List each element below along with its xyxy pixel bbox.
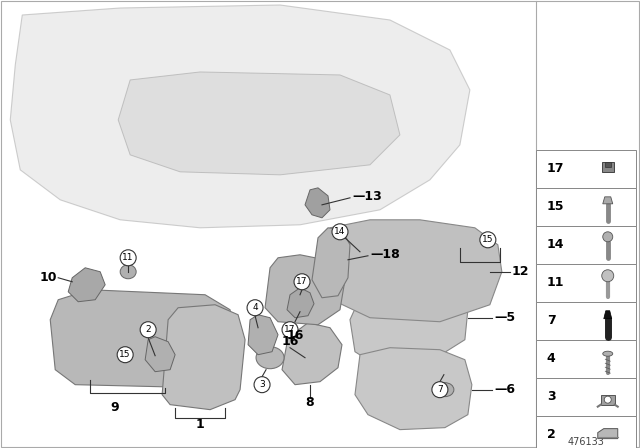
Polygon shape [305, 188, 330, 218]
Text: 3: 3 [547, 390, 556, 403]
Text: 2: 2 [145, 325, 151, 334]
Text: 17: 17 [296, 277, 308, 286]
Polygon shape [287, 288, 314, 318]
Ellipse shape [603, 351, 612, 356]
Bar [536, 378, 636, 416]
Bar [601, 395, 615, 405]
Text: 9: 9 [111, 401, 120, 414]
Text: 3: 3 [259, 380, 265, 389]
Polygon shape [248, 315, 278, 355]
Text: 14: 14 [547, 238, 564, 251]
Polygon shape [598, 429, 618, 439]
Polygon shape [282, 323, 342, 385]
Bar [536, 226, 636, 264]
Bar [605, 162, 611, 167]
Text: 476133: 476133 [567, 437, 604, 447]
Text: —13: —13 [352, 190, 381, 203]
Ellipse shape [120, 265, 136, 279]
Text: 15: 15 [120, 350, 131, 359]
Bar [536, 340, 636, 378]
Text: 16: 16 [286, 329, 304, 342]
Circle shape [247, 300, 263, 316]
Polygon shape [145, 337, 175, 372]
Text: 8: 8 [306, 396, 314, 409]
Circle shape [282, 322, 298, 338]
Text: —18: —18 [370, 248, 400, 261]
Bar [536, 416, 636, 448]
Text: 7: 7 [547, 314, 556, 327]
Bar [536, 188, 636, 226]
Bar [536, 150, 636, 188]
Circle shape [117, 347, 133, 363]
Text: 15: 15 [547, 200, 564, 213]
Polygon shape [312, 228, 350, 298]
Text: 12: 12 [512, 265, 529, 278]
Bar [536, 264, 636, 302]
Polygon shape [603, 197, 612, 204]
Circle shape [480, 232, 496, 248]
Text: 4: 4 [547, 352, 556, 365]
Bar [602, 162, 614, 172]
Ellipse shape [256, 347, 284, 369]
Circle shape [432, 382, 448, 398]
Text: 15: 15 [482, 235, 493, 244]
Circle shape [602, 270, 614, 282]
Text: 4: 4 [252, 303, 258, 312]
Circle shape [604, 396, 611, 403]
Polygon shape [604, 311, 612, 319]
Polygon shape [10, 5, 470, 228]
Polygon shape [118, 72, 400, 175]
Circle shape [332, 224, 348, 240]
Text: 11: 11 [122, 253, 134, 262]
Polygon shape [68, 268, 105, 302]
Polygon shape [325, 220, 502, 322]
Text: —5: —5 [495, 311, 516, 324]
Text: 2: 2 [547, 428, 556, 441]
Circle shape [120, 250, 136, 266]
Polygon shape [50, 290, 235, 388]
Text: 16: 16 [282, 335, 299, 348]
Text: —6: —6 [495, 383, 516, 396]
Circle shape [254, 377, 270, 392]
Circle shape [603, 232, 612, 242]
Bar [536, 302, 636, 340]
Ellipse shape [436, 383, 454, 396]
Text: 1: 1 [196, 418, 204, 431]
Text: 10: 10 [40, 271, 57, 284]
Circle shape [140, 322, 156, 338]
Text: 7: 7 [437, 385, 443, 394]
Polygon shape [350, 285, 468, 368]
Polygon shape [162, 305, 245, 409]
Polygon shape [265, 255, 345, 325]
Text: 17: 17 [284, 325, 296, 334]
Text: 11: 11 [547, 276, 564, 289]
Polygon shape [355, 348, 472, 430]
Circle shape [294, 274, 310, 290]
Text: 17: 17 [547, 162, 564, 175]
Text: 14: 14 [334, 227, 346, 236]
